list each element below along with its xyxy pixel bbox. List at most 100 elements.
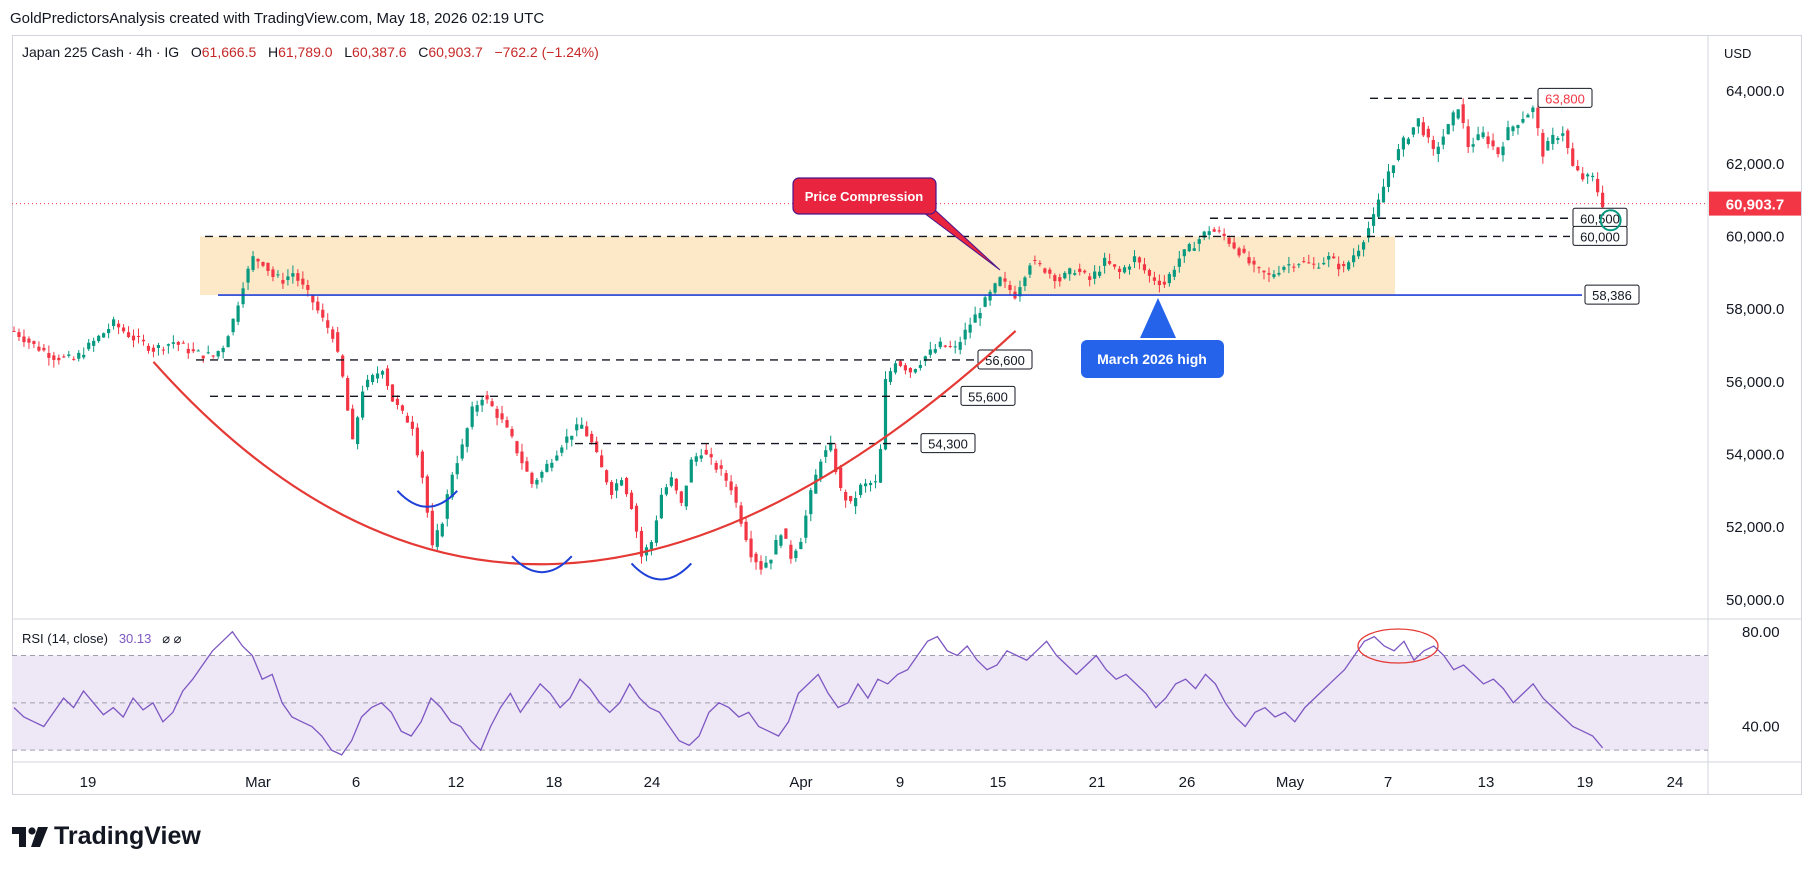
candle-body (1446, 124, 1450, 135)
price-compression-callout[interactable]: Price Compression (792, 177, 1001, 271)
candle-body (619, 480, 624, 486)
candle-body (1561, 133, 1565, 136)
low-label: L (344, 44, 353, 60)
candle-body (231, 318, 235, 333)
candle-body (739, 505, 743, 524)
candle-body (1108, 261, 1112, 264)
candle-body (649, 542, 654, 550)
candle-body (211, 355, 215, 357)
candle-body (485, 395, 489, 400)
candle-body (1501, 146, 1505, 156)
candle-body (1466, 126, 1470, 147)
candle-body (1033, 259, 1037, 261)
price-tick-56000: 56,000.0 (1726, 374, 1784, 391)
candle-body (390, 384, 395, 402)
candle-body (1546, 141, 1550, 151)
candle-body (1147, 270, 1152, 276)
candle-body (495, 408, 499, 418)
candle-body (1003, 278, 1007, 282)
candle-body (161, 349, 165, 351)
candle-body (1526, 114, 1530, 118)
candle-body (570, 435, 574, 440)
candle-body (361, 391, 365, 418)
march-high-box (1081, 340, 1224, 378)
price-tick-50000: 50,000.0 (1726, 592, 1784, 609)
candle-body (326, 320, 330, 328)
candles-group (12, 98, 1605, 575)
candle-body (1581, 173, 1585, 180)
candle-body (176, 341, 180, 345)
candle-body (913, 369, 917, 373)
time-tick-11: 26 (1179, 774, 1196, 791)
candle-body (1257, 267, 1261, 269)
candle-body (1411, 127, 1415, 135)
candle-body (226, 336, 230, 348)
consolidation-zone (200, 236, 1395, 296)
candle-body (819, 461, 823, 479)
candle-body (1277, 272, 1281, 275)
level-label-box-56600 (977, 349, 1033, 370)
candle-body (928, 349, 932, 355)
candle-body (1302, 261, 1306, 263)
candle-body (475, 405, 479, 412)
candle-body (336, 332, 340, 352)
candle-body (754, 553, 758, 563)
rsi-legend: RSI (14, close) 30.13 ⌀ ⌀ (22, 631, 181, 647)
candle-body (1262, 270, 1266, 273)
candle-body (171, 342, 175, 344)
candle-body (759, 561, 763, 570)
candle-body (1342, 263, 1346, 267)
candle-body (1028, 265, 1032, 275)
candle-body (734, 486, 738, 503)
candle-body (22, 336, 26, 343)
level-label-box-63800 (1537, 87, 1593, 108)
candle-body (395, 398, 400, 405)
rsi-name: RSI (14, close) (22, 631, 108, 646)
candle-body (1182, 249, 1186, 257)
candle-body (1521, 118, 1525, 123)
candle-body (311, 294, 315, 303)
candle-body (525, 461, 529, 472)
candle-body (719, 465, 723, 469)
close-label: C (418, 44, 429, 60)
candle-body (1242, 248, 1246, 253)
candle-body (67, 354, 71, 356)
candle-body (196, 350, 200, 352)
candle-body (898, 361, 903, 367)
candle-body (1192, 248, 1196, 251)
candle-body (1401, 137, 1406, 150)
candle-body (1536, 107, 1540, 129)
candle-body (1252, 260, 1256, 265)
candle-body (535, 479, 539, 485)
candle-body (385, 368, 390, 386)
tradingview-logo[interactable]: TradingView (12, 822, 201, 851)
time-tick-9: 15 (990, 774, 1007, 791)
candle-body (1361, 242, 1366, 250)
candle-body (963, 329, 967, 340)
candle-body (1053, 275, 1057, 282)
march-high-callout[interactable]: March 2026 high (1081, 298, 1224, 378)
candle-body (380, 371, 385, 375)
candle-body (560, 447, 564, 453)
candle-body (1172, 269, 1176, 277)
candle-body (47, 353, 51, 358)
candle-body (455, 463, 459, 475)
currency-selector[interactable]: USD (1724, 46, 1752, 61)
candle-body (1566, 130, 1570, 148)
candle-body (794, 550, 798, 559)
candle-body (420, 451, 424, 478)
candle-body (1506, 127, 1510, 141)
rsi-tick-40: 40.00 (1742, 719, 1780, 736)
candle-body (844, 491, 848, 501)
close-value: 60,903.7 (428, 44, 483, 60)
candle-body (306, 284, 310, 290)
candle-body (610, 482, 614, 495)
candle-body (1093, 271, 1097, 279)
candle-body (863, 483, 868, 487)
candle-body (1352, 255, 1356, 263)
candle-body (1142, 264, 1147, 271)
candle-body (1117, 268, 1122, 273)
candle-body (87, 342, 91, 350)
candle-body (1232, 242, 1236, 249)
